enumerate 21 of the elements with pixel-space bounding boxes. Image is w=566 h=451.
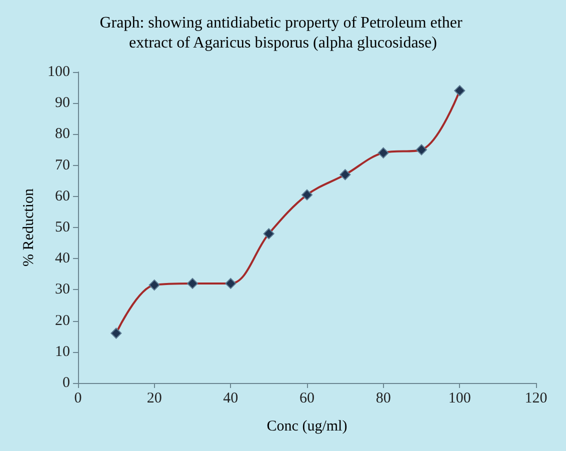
x-tick-label: 0 bbox=[74, 390, 82, 406]
x-tick-label: 100 bbox=[448, 390, 471, 406]
y-axis-title: % Reduction bbox=[21, 188, 38, 266]
x-tick-label: 120 bbox=[524, 390, 548, 406]
y-tick-label: 60 bbox=[55, 188, 70, 204]
chart-title: Graph: showing antidiabetic property of Petroleum ether extract of Agaricus bisporus (alpha glucosidase) bbox=[100, 14, 466, 52]
y-tick-label: 50 bbox=[55, 220, 70, 236]
x-tick-label: 40 bbox=[223, 390, 238, 406]
y-tick-label: 40 bbox=[55, 250, 70, 267]
y-tick-label: 90 bbox=[55, 95, 70, 112]
y-tick-label: 30 bbox=[55, 282, 70, 298]
y-tick-label: 10 bbox=[55, 344, 70, 360]
y-tick-label: 20 bbox=[55, 312, 70, 329]
y-tick-label: 0 bbox=[62, 375, 70, 391]
x-axis-title: Conc (ug/ml) bbox=[266, 418, 348, 434]
x-tick-label: 20 bbox=[146, 390, 162, 406]
y-tick-label: 80 bbox=[55, 126, 70, 142]
y-tick-label: 70 bbox=[55, 157, 70, 174]
y-tick-label: 100 bbox=[48, 64, 70, 80]
x-tick-label: 60 bbox=[300, 390, 314, 406]
x-tick-label: 80 bbox=[376, 390, 391, 406]
